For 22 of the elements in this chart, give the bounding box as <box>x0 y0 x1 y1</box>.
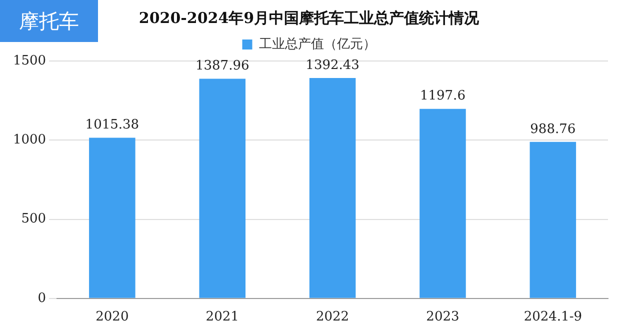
text: 1392.43 <box>306 58 360 73</box>
y-tick-label: 500 <box>21 212 46 227</box>
bar <box>89 138 136 298</box>
bar <box>199 78 246 298</box>
y-tick-label: 1000 <box>12 132 46 148</box>
text: 摩托车 <box>0 0 98 42</box>
x-tick-label: 2024.1-9 <box>524 310 582 325</box>
x-tick-label: 2020 <box>96 310 129 325</box>
x-tick-label: 2022 <box>316 310 350 325</box>
y-tick-label: 0 <box>38 290 46 306</box>
bar <box>309 78 356 298</box>
x-tick-label: 2023 <box>426 310 460 325</box>
x-tick-label: 2021 <box>206 310 239 325</box>
chart-title: 2020-2024年9月中国摩托车工业总产值统计情况 <box>138 8 480 27</box>
text: 1197.6 <box>420 88 466 104</box>
legend-label: 工业总产值（亿元） <box>258 36 376 52</box>
y-tick-label: 1500 <box>12 53 46 68</box>
text: 1387.96 <box>195 58 250 74</box>
bar <box>530 142 576 298</box>
bar <box>420 108 466 298</box>
text: 1015.38 <box>85 118 140 133</box>
text: 988.76 <box>530 122 576 137</box>
